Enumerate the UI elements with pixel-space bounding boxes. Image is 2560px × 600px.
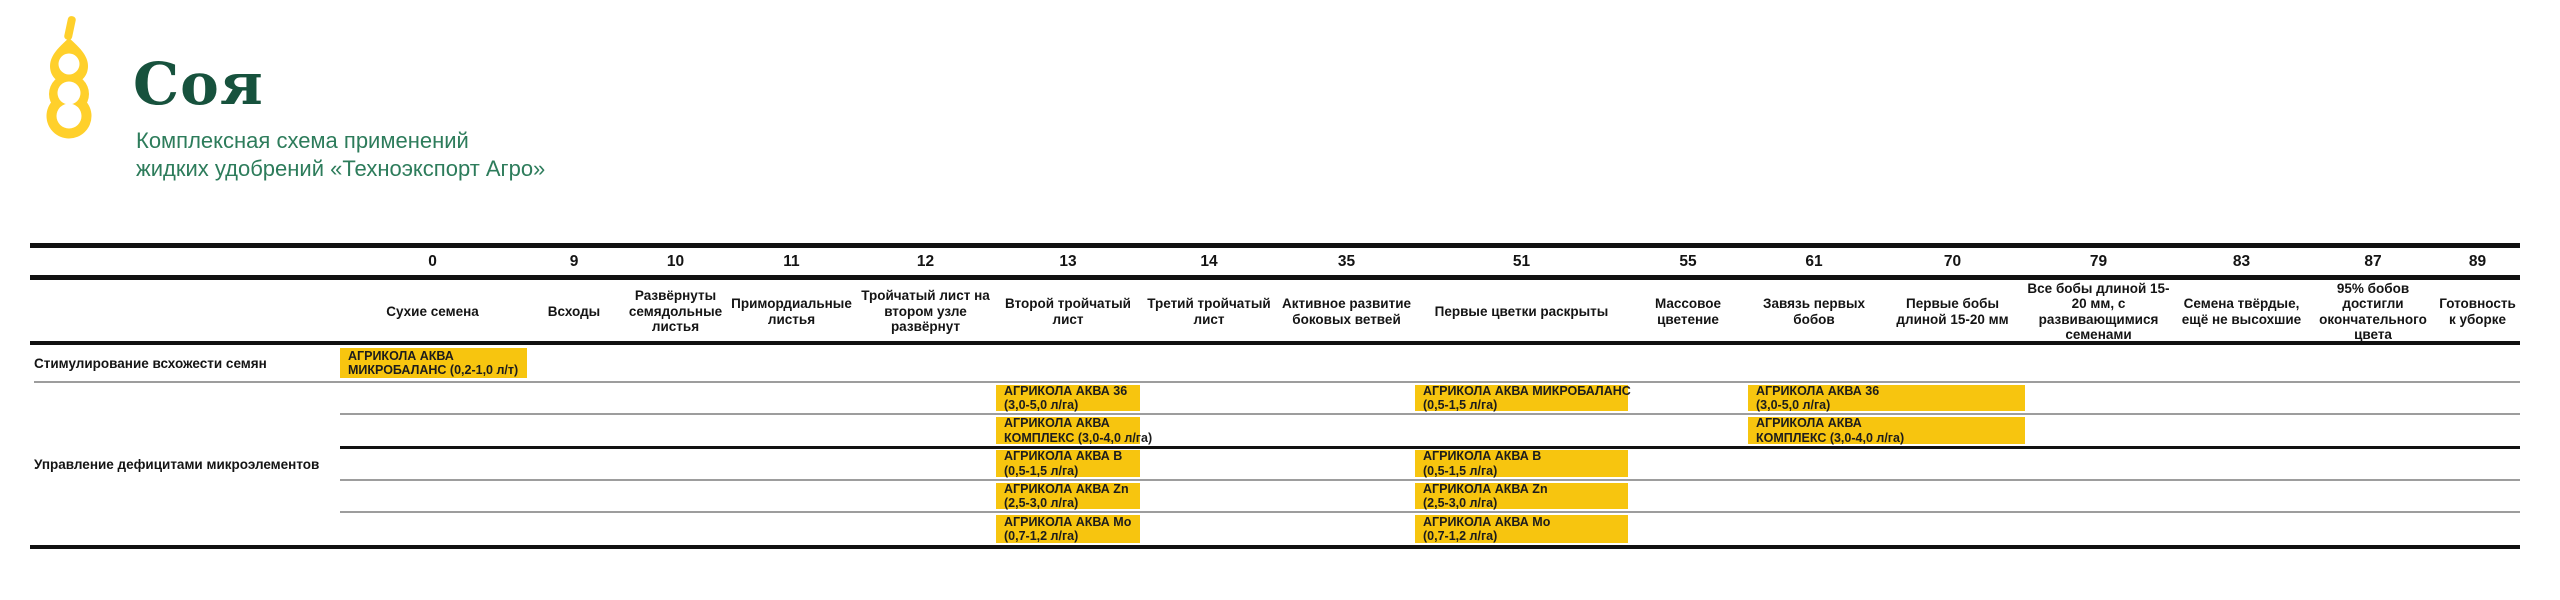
- bar-t13-aqua36: АГРИКОЛА АКВА 36 (3,0-5,0 л/га): [996, 383, 1140, 412]
- rule-body-top: [30, 341, 2520, 345]
- stage-code-0: 0: [428, 253, 437, 270]
- product-dose: (0,5-1,5 л/га): [1423, 398, 1498, 412]
- bar-t51-microbalance: АГРИКОЛА АКВА МИКРОБАЛАНС (0,5-1,5 л/га): [1415, 383, 1631, 412]
- rule-header-top: [30, 243, 2520, 248]
- product-dose: (2,5-3,0 л/га): [1004, 496, 1079, 510]
- soybean-pod-logo: [46, 16, 92, 139]
- product-name: АГРИКОЛА АКВА 36: [1004, 383, 1128, 398]
- bar-t13-b: АГРИКОЛА АКВА B (0,5-1,5 л/га): [996, 449, 1140, 478]
- stage-label-87: 95% бобов достигли окончательного цвета: [2319, 280, 2427, 343]
- product-name: АГРИКОЛА АКВА 36: [1756, 383, 1880, 398]
- rule-header-bottom: [30, 275, 2520, 280]
- product-name: АГРИКОЛА АКВА Mo: [1423, 514, 1551, 529]
- pod-stem: [64, 16, 76, 40]
- stage-label-51: Первые цветки раскрыты: [1434, 303, 1609, 319]
- stage-code-35: 35: [1337, 253, 1356, 270]
- stage-label-14: Третий тройчатый лист: [1147, 296, 1271, 327]
- rule-subrow-3: [340, 479, 2520, 481]
- stage-code-9: 9: [569, 253, 579, 270]
- bar-t61-complex: АГРИКОЛА АКВА КОМПЛЕКС (3,0-4,0 л/га): [1748, 416, 2025, 445]
- seed-2: [57, 81, 81, 105]
- product-name: АГРИКОЛА АКВА B: [1423, 449, 1542, 463]
- stage-label-70: Первые бобы длиной 15-20 мм: [1896, 296, 2009, 327]
- page-subtitle: Комплексная схема применений жидких удобр…: [136, 127, 545, 183]
- product-dose: КОМПЛЕКС (3,0-4,0 л/га): [1004, 430, 1153, 445]
- rule-row1-bottom: [34, 381, 2520, 383]
- product-name: АГРИКОЛА АКВА: [1004, 416, 1110, 430]
- product-name: АГРИКОЛА АКВА Zn: [1423, 481, 1548, 496]
- stage-code-13: 13: [1059, 253, 1077, 270]
- stage-code-70: 70: [1943, 253, 1962, 270]
- subtitle-line-1: Комплексная схема применений: [136, 128, 469, 153]
- product-name: АГРИКОЛА АКВА B: [1004, 449, 1123, 463]
- product-name: АГРИКОЛА АКВА МИКРОБАЛАНС: [1423, 383, 1631, 398]
- stage-code-83: 83: [2232, 253, 2251, 270]
- stage-code-89: 89: [2468, 253, 2487, 270]
- stage-label-10: Развёрнуты семядольные листья: [628, 288, 723, 335]
- subtitle-line-2: жидких удобрений «Техноэкспорт Агро»: [136, 156, 546, 181]
- product-dose: (3,0-5,0 л/га): [1756, 398, 1831, 412]
- stage-code-55: 55: [1679, 253, 1697, 270]
- stage-label-11: Примордиальные листья: [731, 296, 852, 327]
- stage-code-61: 61: [1805, 253, 1823, 270]
- row-label-seed-stimulation: Стимулирование всхожести семян: [34, 355, 267, 371]
- product-name: АГРИКОЛА АКВА: [1756, 416, 1862, 430]
- stage-label-89: Готовность к уборке: [2439, 296, 2516, 327]
- product-name: АГРИКОЛА АКВА: [348, 348, 454, 363]
- seed-1: [58, 53, 80, 75]
- rule-subrow-1: [340, 413, 2520, 415]
- page-title: Соя: [133, 50, 264, 118]
- bar-t13-mo: АГРИКОЛА АКВА Mo (0,7-1,2 л/га): [996, 515, 1140, 543]
- bar-t51-mo: АГРИКОЛА АКВА Mo (0,7-1,2 л/га): [1415, 515, 1628, 543]
- stage-label-61: Завязь первых бобов: [1763, 296, 1865, 327]
- bar-t51-b: АГРИКОЛА АКВА B (0,5-1,5 л/га): [1415, 449, 1628, 478]
- rule-subrow-2: [340, 446, 2520, 449]
- product-dose: КОМПЛЕКС (3,0-4,0 л/га): [1756, 430, 1905, 445]
- rule-subrow-4: [340, 511, 2520, 513]
- stage-code-11: 11: [783, 253, 800, 270]
- product-dose: (0,7-1,2 л/га): [1423, 529, 1498, 543]
- stage-label-9: Всходы: [547, 303, 601, 319]
- stage-code-51: 51: [1512, 253, 1531, 270]
- stage-code-10: 10: [666, 253, 685, 270]
- stage-label-35: Активное развитие боковых ветвей: [1281, 296, 1412, 327]
- stage-label-83: Семена твёрдые, ещё не высохшие: [2181, 296, 2302, 327]
- row-label-micronutrient-management: Управление дефицитами микроэлементов: [34, 456, 320, 472]
- seed-3: [56, 103, 82, 129]
- stage-code-79: 79: [2089, 253, 2108, 270]
- stage-label-55: Массовое цветение: [1654, 296, 1722, 327]
- product-dose: (3,0-5,0 л/га): [1004, 398, 1079, 412]
- bar-t13-complex: АГРИКОЛА АКВА КОМПЛЕКС (3,0-4,0 л/га): [996, 416, 1153, 445]
- product-dose: МИКРОБАЛАНС (0,2-1,0 л/т): [348, 363, 519, 377]
- product-dose: (0,7-1,2 л/га): [1004, 529, 1079, 543]
- stage-code-12: 12: [916, 253, 935, 270]
- stage-label-13: Второй тройчатый лист: [1005, 296, 1131, 327]
- bar-seed-microbalance: АГРИКОЛА АКВА МИКРОБАЛАНС (0,2-1,0 л/т): [340, 348, 527, 378]
- stage-label-0: Сухие семена: [386, 303, 479, 319]
- product-name: АГРИКОЛА АКВА Mo: [1004, 514, 1132, 529]
- product-name: АГРИКОЛА АКВА Zn: [1004, 481, 1129, 496]
- bar-t13-zn: АГРИКОЛА АКВА Zn (2,5-3,0 л/га): [996, 481, 1140, 510]
- product-dose: (2,5-3,0 л/га): [1423, 496, 1498, 510]
- bar-t61-aqua36: АГРИКОЛА АКВА 36 (3,0-5,0 л/га): [1748, 383, 2025, 412]
- rule-body-bottom: [30, 545, 2520, 549]
- stage-label-12: Тройчатый лист на втором узле развёрнут: [861, 288, 990, 335]
- product-dose: (0,5-1,5 л/га): [1004, 463, 1079, 478]
- stage-label-79: Все бобы длиной 15-20 мм, с развивающими…: [2027, 280, 2170, 343]
- bar-t51-zn: АГРИКОЛА АКВА Zn (2,5-3,0 л/га): [1415, 481, 1628, 510]
- stage-code-87: 87: [2364, 253, 2382, 270]
- product-dose: (0,5-1,5 л/га): [1423, 463, 1498, 478]
- stage-code-14: 14: [1200, 253, 1218, 270]
